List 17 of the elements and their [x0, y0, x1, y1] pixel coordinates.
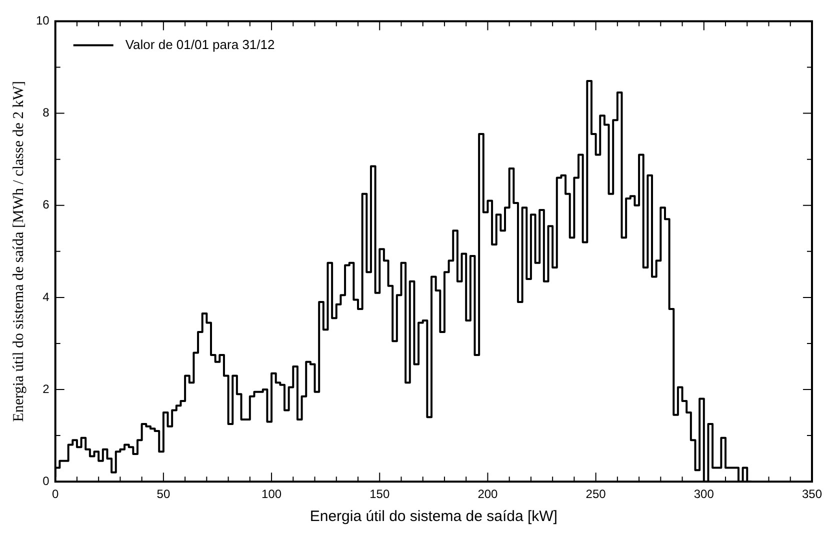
y-axis-title: Energia útil do sistema de saída [MWh / classe de 2 kW] [10, 80, 27, 422]
y-tick-label: 8 [42, 106, 50, 120]
x-tick-label: 200 [478, 487, 498, 502]
x-tick-label: 150 [370, 487, 390, 502]
y-tick-label: 10 [36, 14, 50, 28]
x-tick-label: 0 [52, 487, 60, 502]
y-tick-label: 4 [42, 290, 50, 304]
x-tick-label: 50 [156, 487, 170, 502]
x-axis-title: Energia útil do sistema de saída [kW] [310, 508, 558, 526]
y-tick-label: 2 [42, 382, 50, 396]
legend-label: Valor de 01/01 para 31/12 [125, 36, 275, 52]
x-tick-label: 350 [802, 487, 822, 502]
y-tick-label: 0 [42, 474, 50, 488]
x-tick-label: 100 [262, 487, 282, 502]
x-tick-label: 250 [586, 487, 606, 502]
y-tick-label: 6 [42, 198, 50, 212]
x-tick-label: 300 [694, 487, 714, 502]
